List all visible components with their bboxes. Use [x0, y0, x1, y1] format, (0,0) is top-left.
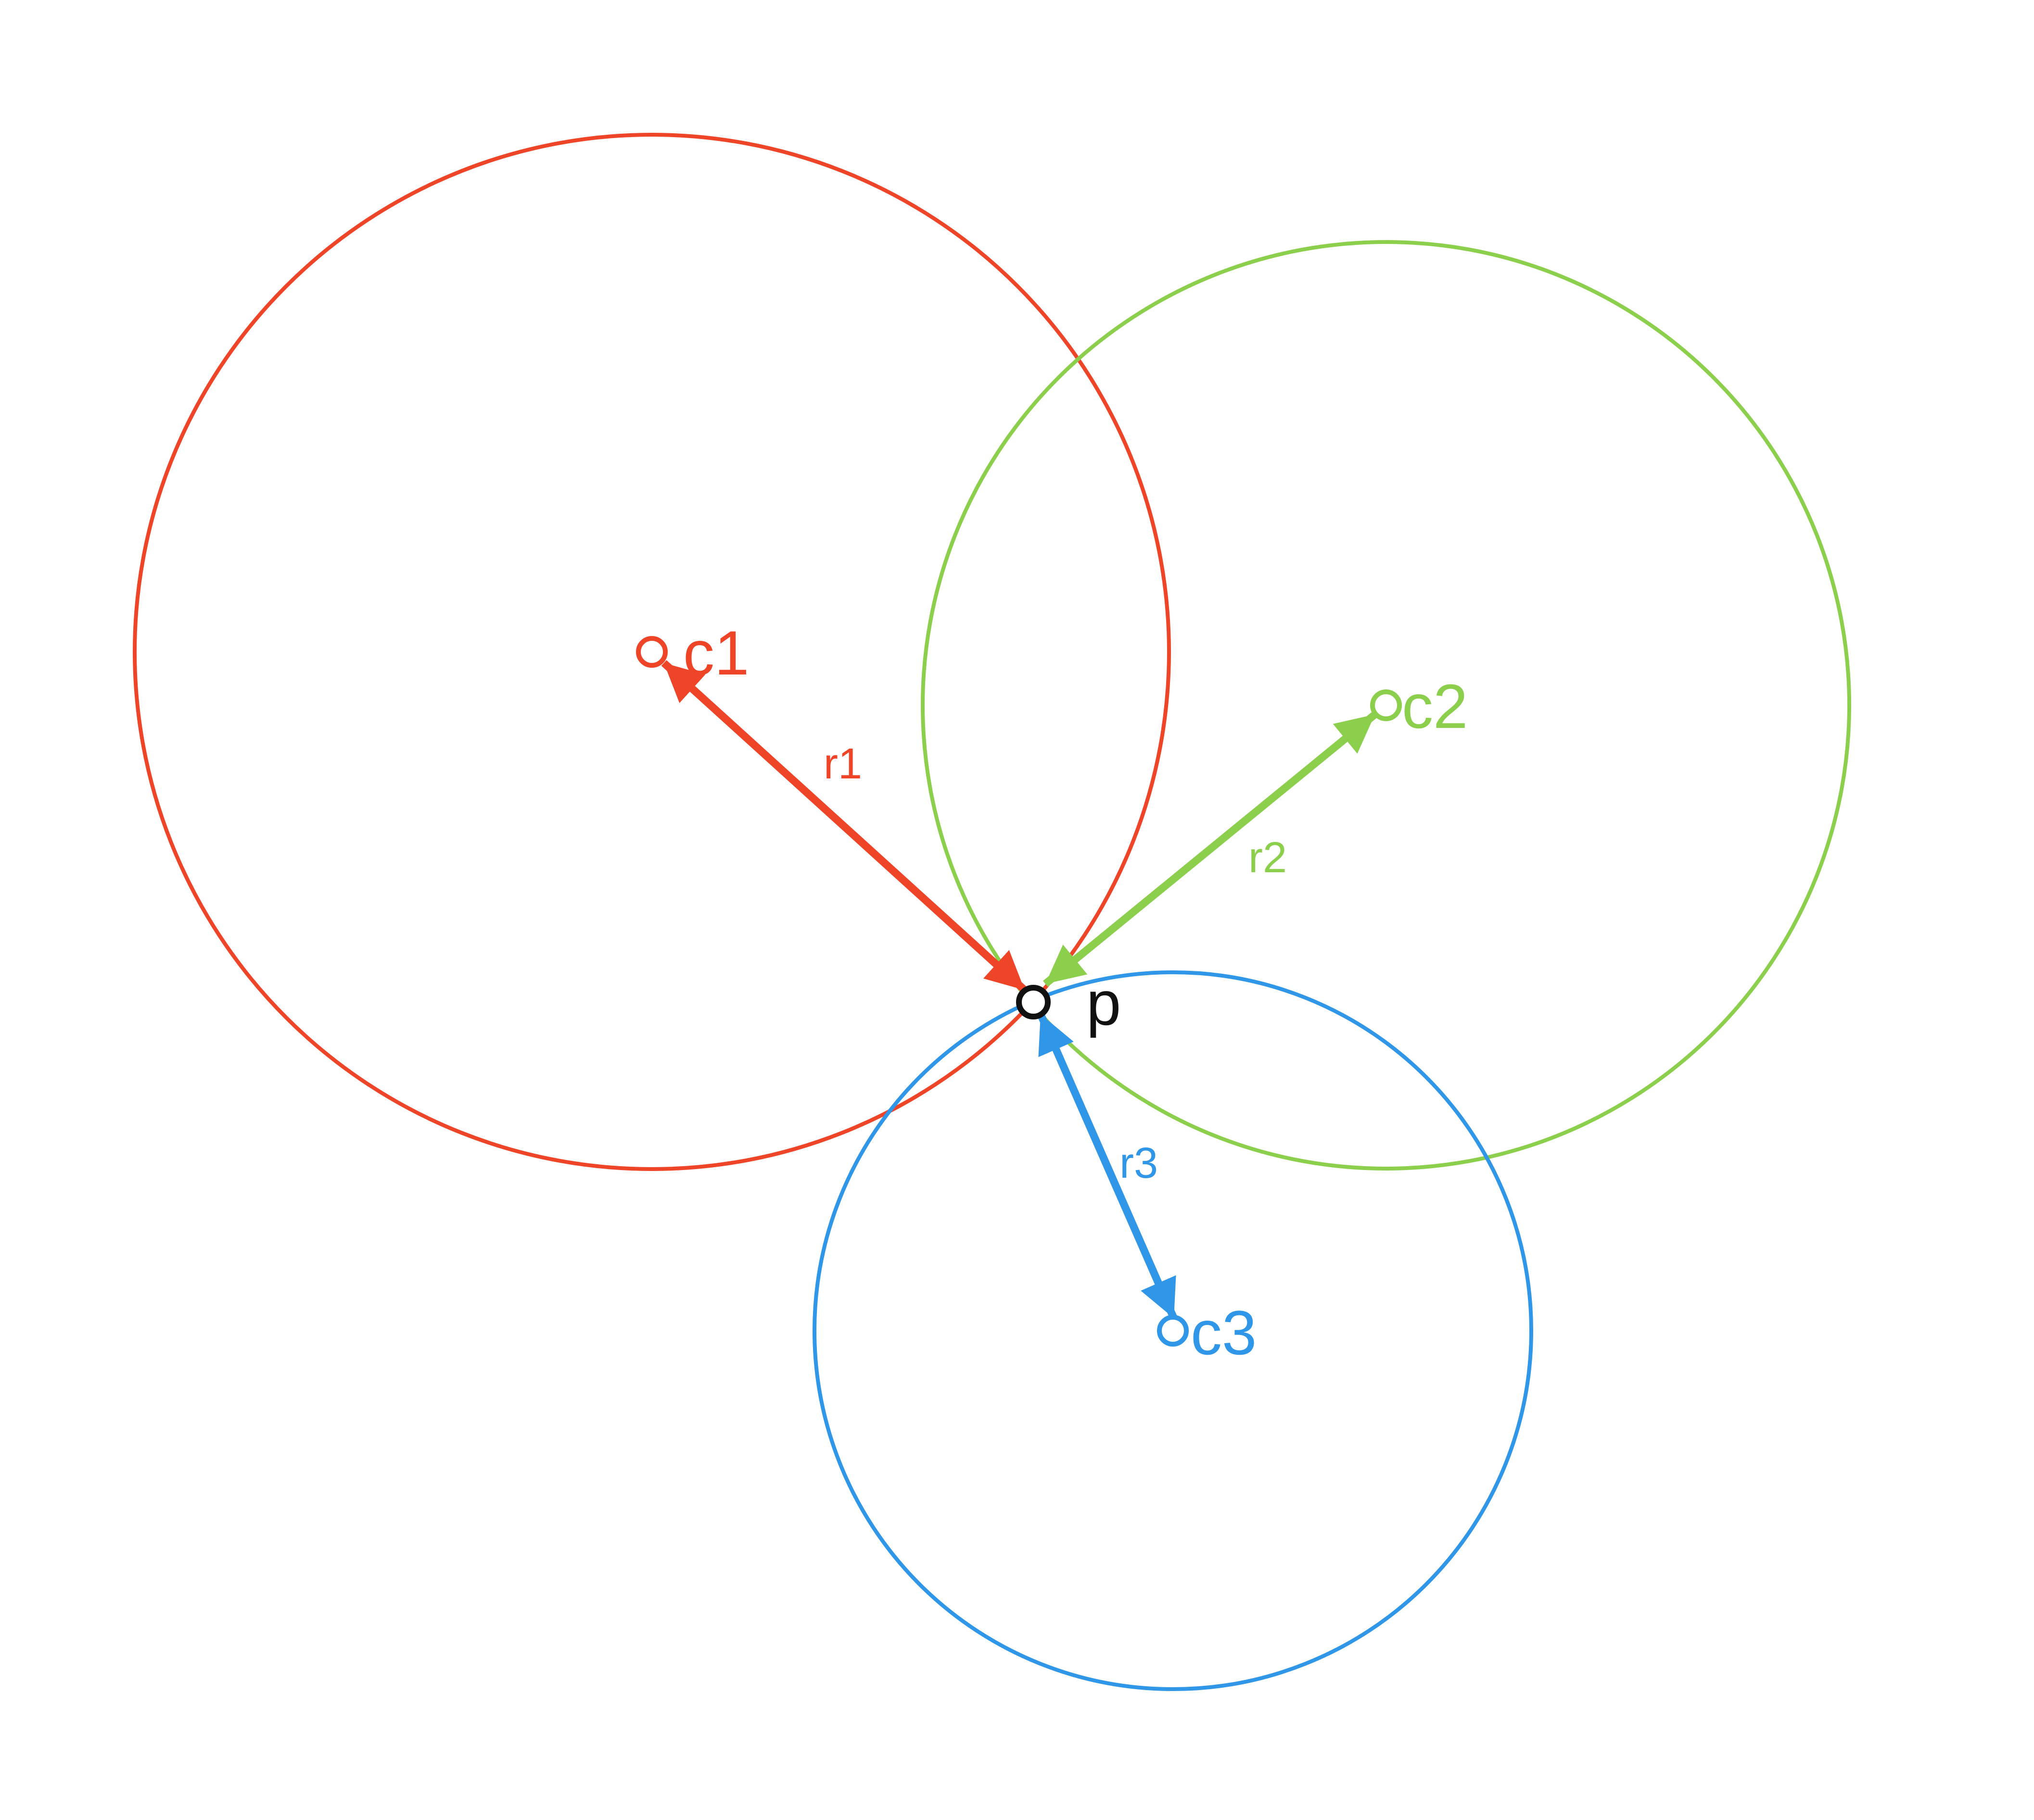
point-p-marker	[1016, 985, 1051, 1019]
circle-c1	[133, 133, 1171, 1171]
label-r2: r2	[1248, 834, 1287, 882]
label-c2: c2	[1402, 671, 1468, 741]
center-c1-marker	[636, 636, 668, 668]
radius-r3-arrow	[1037, 1012, 1178, 1320]
label-c1: c1	[683, 618, 749, 688]
center-c2-marker	[1370, 689, 1402, 721]
radius-r2-arrow	[1042, 711, 1378, 987]
center-c3-marker	[1157, 1315, 1189, 1347]
radius-r1-arrow	[661, 660, 1028, 993]
label-r3: r3	[1119, 1139, 1158, 1187]
label-p: p	[1086, 968, 1121, 1038]
label-c3: c3	[1191, 1298, 1257, 1368]
label-r1: r1	[824, 740, 862, 788]
